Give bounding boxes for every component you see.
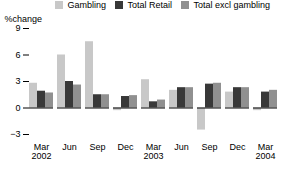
svg-text:Mar2002: Mar2002 [31, 142, 51, 160]
html-text:Total excl gambling: Total excl gambling [193, 0, 270, 10]
svg-text:Dec: Dec [117, 142, 134, 152]
html-text:Total Retail: Total Retail [127, 0, 172, 10]
svg-text:Mar2003: Mar2003 [143, 142, 163, 160]
svg-text:0: 0 [15, 103, 20, 113]
svg-text:Jun: Jun [62, 142, 77, 152]
html-text:Gambling: Gambling [67, 0, 106, 10]
svg-text:Mar2004: Mar2004 [255, 142, 275, 160]
svg-text:Dec: Dec [229, 142, 246, 152]
svg-text:6: 6 [15, 50, 20, 60]
svg-text:−3: −3 [10, 129, 20, 139]
svg-text:Sep: Sep [89, 142, 105, 152]
svg-text:9: 9 [15, 23, 20, 33]
svg-text:Sep: Sep [201, 142, 217, 152]
svg-text:Jun: Jun [174, 142, 189, 152]
svg-text:3: 3 [15, 76, 20, 86]
svg-text:%change: %change [5, 14, 43, 24]
